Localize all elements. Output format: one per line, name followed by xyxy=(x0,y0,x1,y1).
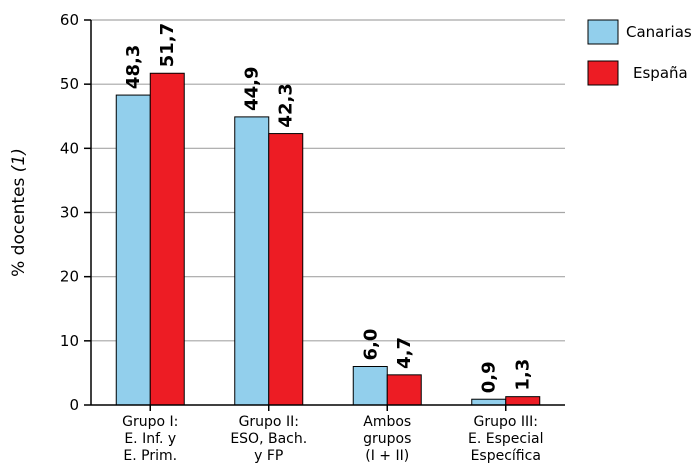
y-tick-label: 0 xyxy=(69,396,79,414)
x-category-label: Grupo III: xyxy=(474,414,538,430)
bar-espana xyxy=(505,396,541,406)
x-categories: Grupo I:E. Inf. yE. Prim. Grupo II:ESO, B… xyxy=(122,405,543,464)
x-category-label: ESO, Bach. xyxy=(230,431,307,447)
value-label: 1,3 xyxy=(513,359,534,391)
x-category-label: E. Especial xyxy=(468,431,543,447)
value-label: 48,3 xyxy=(123,45,144,89)
x-category-label: Ambos xyxy=(363,414,411,430)
bar-canarias xyxy=(115,94,151,406)
y-tick-label: 30 xyxy=(60,204,79,222)
y-tick-label: 40 xyxy=(60,139,79,157)
y-tick-label: 60 xyxy=(60,11,79,29)
value-label: 0,9 xyxy=(479,361,500,393)
x-category-label: E. Prim. xyxy=(123,448,177,464)
y-tick-label: 50 xyxy=(60,75,79,93)
y-tick-label: 20 xyxy=(60,268,79,286)
bar-espana xyxy=(149,72,185,406)
x-category-label: Específica xyxy=(471,448,541,464)
y-ticks: 0 10 20 30 40 50 60 xyxy=(60,11,91,414)
x-category-label: grupos xyxy=(363,431,411,447)
value-label: 51,7 xyxy=(157,23,178,67)
bar-espana xyxy=(268,133,304,406)
y-axis-label: % docentes (1) xyxy=(9,148,29,277)
legend: Canarias España xyxy=(587,19,692,86)
x-category-label: (I + II) xyxy=(365,448,409,464)
y-axis-label-main: % docentes xyxy=(9,172,29,277)
legend-label: Canarias xyxy=(626,23,692,41)
legend-swatch-espana xyxy=(587,60,619,86)
x-category-label: Grupo I: xyxy=(122,414,178,430)
bar-canarias xyxy=(352,366,388,406)
legend-swatch-canarias xyxy=(587,19,619,45)
x-category-label: y FP xyxy=(254,448,283,464)
value-label: 4,7 xyxy=(394,337,415,369)
value-labels: 48,3 51,7 44,9 42,3 6,0 4,7 0,9 1,3 xyxy=(123,23,534,393)
x-category-label: E. Inf. y xyxy=(124,431,176,447)
value-label: 6,0 xyxy=(360,329,381,361)
bar-espana xyxy=(386,374,422,406)
y-tick-label: 10 xyxy=(60,332,79,350)
bars xyxy=(115,72,541,406)
bar-canarias xyxy=(471,398,507,406)
y-axis-label-note: (1) xyxy=(9,148,29,172)
x-category-label: Grupo II: xyxy=(239,414,299,430)
bar-canarias xyxy=(234,116,270,406)
value-label: 42,3 xyxy=(276,83,297,127)
legend-label: España xyxy=(633,64,688,82)
value-label: 44,9 xyxy=(242,66,263,110)
